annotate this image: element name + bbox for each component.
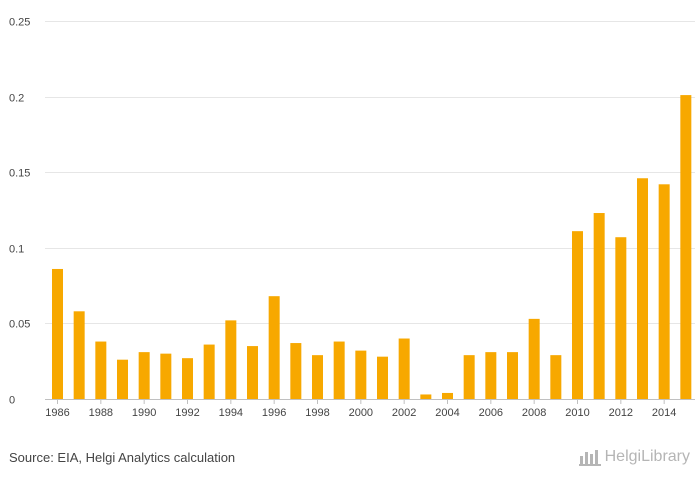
bar-1991[interactable]: [160, 353, 172, 399]
x-tick-label: 2004: [435, 407, 459, 419]
grid-lines: [45, 21, 695, 324]
bar-1999[interactable]: [333, 341, 345, 399]
bar-2005[interactable]: [463, 355, 475, 399]
x-tick-label: 2012: [609, 407, 633, 419]
bar-1996[interactable]: [268, 296, 280, 399]
y-tick-label: 0: [9, 395, 15, 407]
bar-1993[interactable]: [203, 344, 215, 399]
bar-1989[interactable]: [117, 359, 128, 399]
bar-2002[interactable]: [398, 338, 410, 399]
bar-1986[interactable]: [52, 268, 63, 399]
x-axis-tick-labels: 1986 1988 1990 1992 1994 1996 1998 2000 2002 2004…: [45, 399, 676, 419]
y-tick-label: 0.05: [9, 319, 30, 331]
bar-1998[interactable]: [312, 355, 323, 399]
bars: [52, 95, 692, 399]
x-tick-label: 2008: [522, 407, 546, 419]
x-tick-label: 1986: [45, 407, 69, 419]
x-tick-label: 1998: [305, 407, 329, 419]
bar-2008[interactable]: [528, 318, 540, 399]
y-tick-label: 0.1: [9, 244, 24, 256]
helgi-logo-icon: [578, 450, 601, 466]
bar-1994[interactable]: [225, 320, 237, 399]
x-tick-label: 1994: [219, 407, 243, 419]
bar-1990[interactable]: [138, 352, 150, 399]
bar-2007[interactable]: [507, 352, 518, 399]
bar-2010[interactable]: [572, 231, 583, 399]
brand-logo[interactable]: HelgiLibrary: [578, 448, 690, 466]
x-tick-label: 1996: [262, 407, 286, 419]
bar-1988[interactable]: [95, 341, 107, 399]
x-tick-label: 2014: [652, 407, 676, 419]
x-tick-label: 2002: [392, 407, 416, 419]
bar-1997[interactable]: [290, 343, 302, 399]
x-tick-label: 2000: [349, 407, 373, 419]
bar-2009[interactable]: [550, 355, 562, 399]
bar-2004[interactable]: [442, 392, 453, 399]
bar-2000[interactable]: [355, 350, 367, 399]
x-tick-label: 2010: [565, 407, 589, 419]
bar-2006[interactable]: [485, 352, 497, 399]
bar-2012[interactable]: [615, 237, 627, 399]
bar-1987[interactable]: [73, 311, 85, 399]
y-tick-label: 0.25: [9, 17, 30, 29]
x-tick-label: 1988: [89, 407, 113, 419]
x-tick-label: 1990: [132, 407, 156, 419]
bar-2013[interactable]: [637, 178, 648, 399]
bar-1992[interactable]: [182, 358, 193, 399]
bar-2015[interactable]: [680, 95, 692, 399]
brand-label: HelgiLibrary: [604, 448, 690, 465]
x-tick-label: 1992: [175, 407, 199, 419]
y-tick-label: 0.15: [9, 168, 30, 180]
source-note: Source: EIA, Helgi Analytics calculation: [9, 450, 236, 465]
bar-2011[interactable]: [593, 213, 605, 399]
bar-2001[interactable]: [377, 356, 388, 399]
y-axis-tick-labels: 0 0.05 0.1 0.15 0.2 0.25: [9, 17, 30, 407]
bar-1995[interactable]: [247, 346, 258, 399]
y-tick-label: 0.2: [9, 93, 24, 105]
bar-2014[interactable]: [658, 184, 670, 399]
x-tick-label: 2006: [479, 407, 503, 419]
bar-2003[interactable]: [420, 394, 432, 399]
bar-chart: 0 0.05 0.1 0.15 0.2 0.25 1986 1988 1990 1992 1994…: [9, 17, 695, 419]
